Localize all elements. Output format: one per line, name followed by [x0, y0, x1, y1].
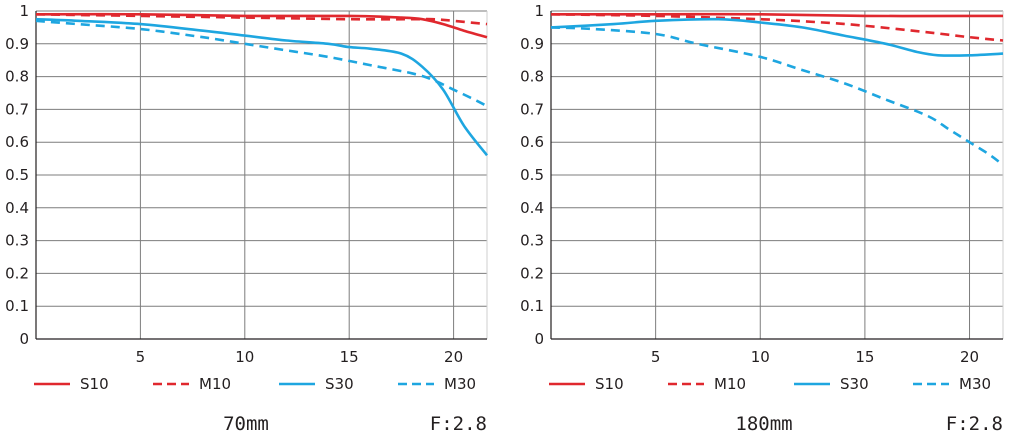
- y-tick-label: 0.2: [520, 264, 544, 282]
- y-tick-label: 0.6: [520, 133, 544, 151]
- x-tick-label: 5: [651, 348, 661, 366]
- chart-caption-group-70mm: 70mm F:2.8: [223, 413, 487, 435]
- y-tick-label: 0.8: [520, 68, 544, 86]
- series-line-m30: [35, 19, 488, 108]
- y-tick-label: 0.5: [5, 166, 29, 184]
- y-tick-label: 0: [19, 330, 29, 348]
- legend-label-m10: M10: [199, 375, 231, 393]
- legend-label-m30: M30: [444, 375, 476, 393]
- series-line-m10: [550, 13, 1004, 42]
- y-tick-label: 0.1: [520, 297, 544, 315]
- x-tick-label: 20: [444, 348, 463, 366]
- y-tick-label: 0.8: [5, 68, 29, 86]
- x-tick-label: 15: [340, 348, 359, 366]
- legend-label-s10: S10: [595, 375, 624, 393]
- y-tick-label: 0.1: [5, 297, 29, 315]
- y-tick-label: 0: [534, 330, 544, 348]
- x-tick-label: 5: [136, 348, 146, 366]
- y-tick-label: 0.2: [5, 264, 29, 282]
- legend-label-m30: M30: [959, 375, 991, 393]
- x-tick-label: 15: [855, 348, 874, 366]
- y-tick-label: 1: [534, 2, 544, 20]
- y-tick-label: 0.4: [5, 199, 29, 217]
- y-tick-label: 0.6: [5, 133, 29, 151]
- aperture-label: F:2.8: [430, 413, 487, 435]
- legend-label-m10: M10: [714, 375, 746, 393]
- y-tick-label: 0.5: [520, 166, 544, 184]
- aperture-label: F:2.8: [946, 413, 1003, 435]
- legend-label-s30: S30: [840, 375, 869, 393]
- series-line-m30: [550, 26, 1004, 167]
- x-tick-label: 10: [235, 348, 254, 366]
- legend-label-s30: S30: [325, 375, 354, 393]
- series-line-m10: [35, 13, 488, 26]
- y-tick-label: 0.4: [520, 199, 544, 217]
- y-tick-label: 0.3: [5, 232, 29, 250]
- series-line-s30: [550, 17, 1004, 57]
- y-tick-label: 0.9: [520, 35, 544, 53]
- y-tick-label: 1: [19, 2, 29, 20]
- series-line-s30: [35, 17, 489, 157]
- y-tick-label: 0.7: [520, 100, 544, 118]
- series-line-s10: [551, 12, 1003, 18]
- legend-label-s10: S10: [80, 375, 109, 393]
- chart-caption: 180mm: [735, 413, 792, 435]
- chart-caption-group-180mm: 180mm F:2.8: [735, 413, 1003, 435]
- y-tick-label: 0.7: [5, 100, 29, 118]
- y-tick-label: 0.9: [5, 35, 29, 53]
- series-line-s10: [35, 12, 488, 39]
- x-tick-label: 20: [960, 348, 979, 366]
- x-tick-label: 10: [751, 348, 770, 366]
- y-tick-label: 0.3: [520, 232, 544, 250]
- chart-caption: 70mm: [223, 413, 269, 435]
